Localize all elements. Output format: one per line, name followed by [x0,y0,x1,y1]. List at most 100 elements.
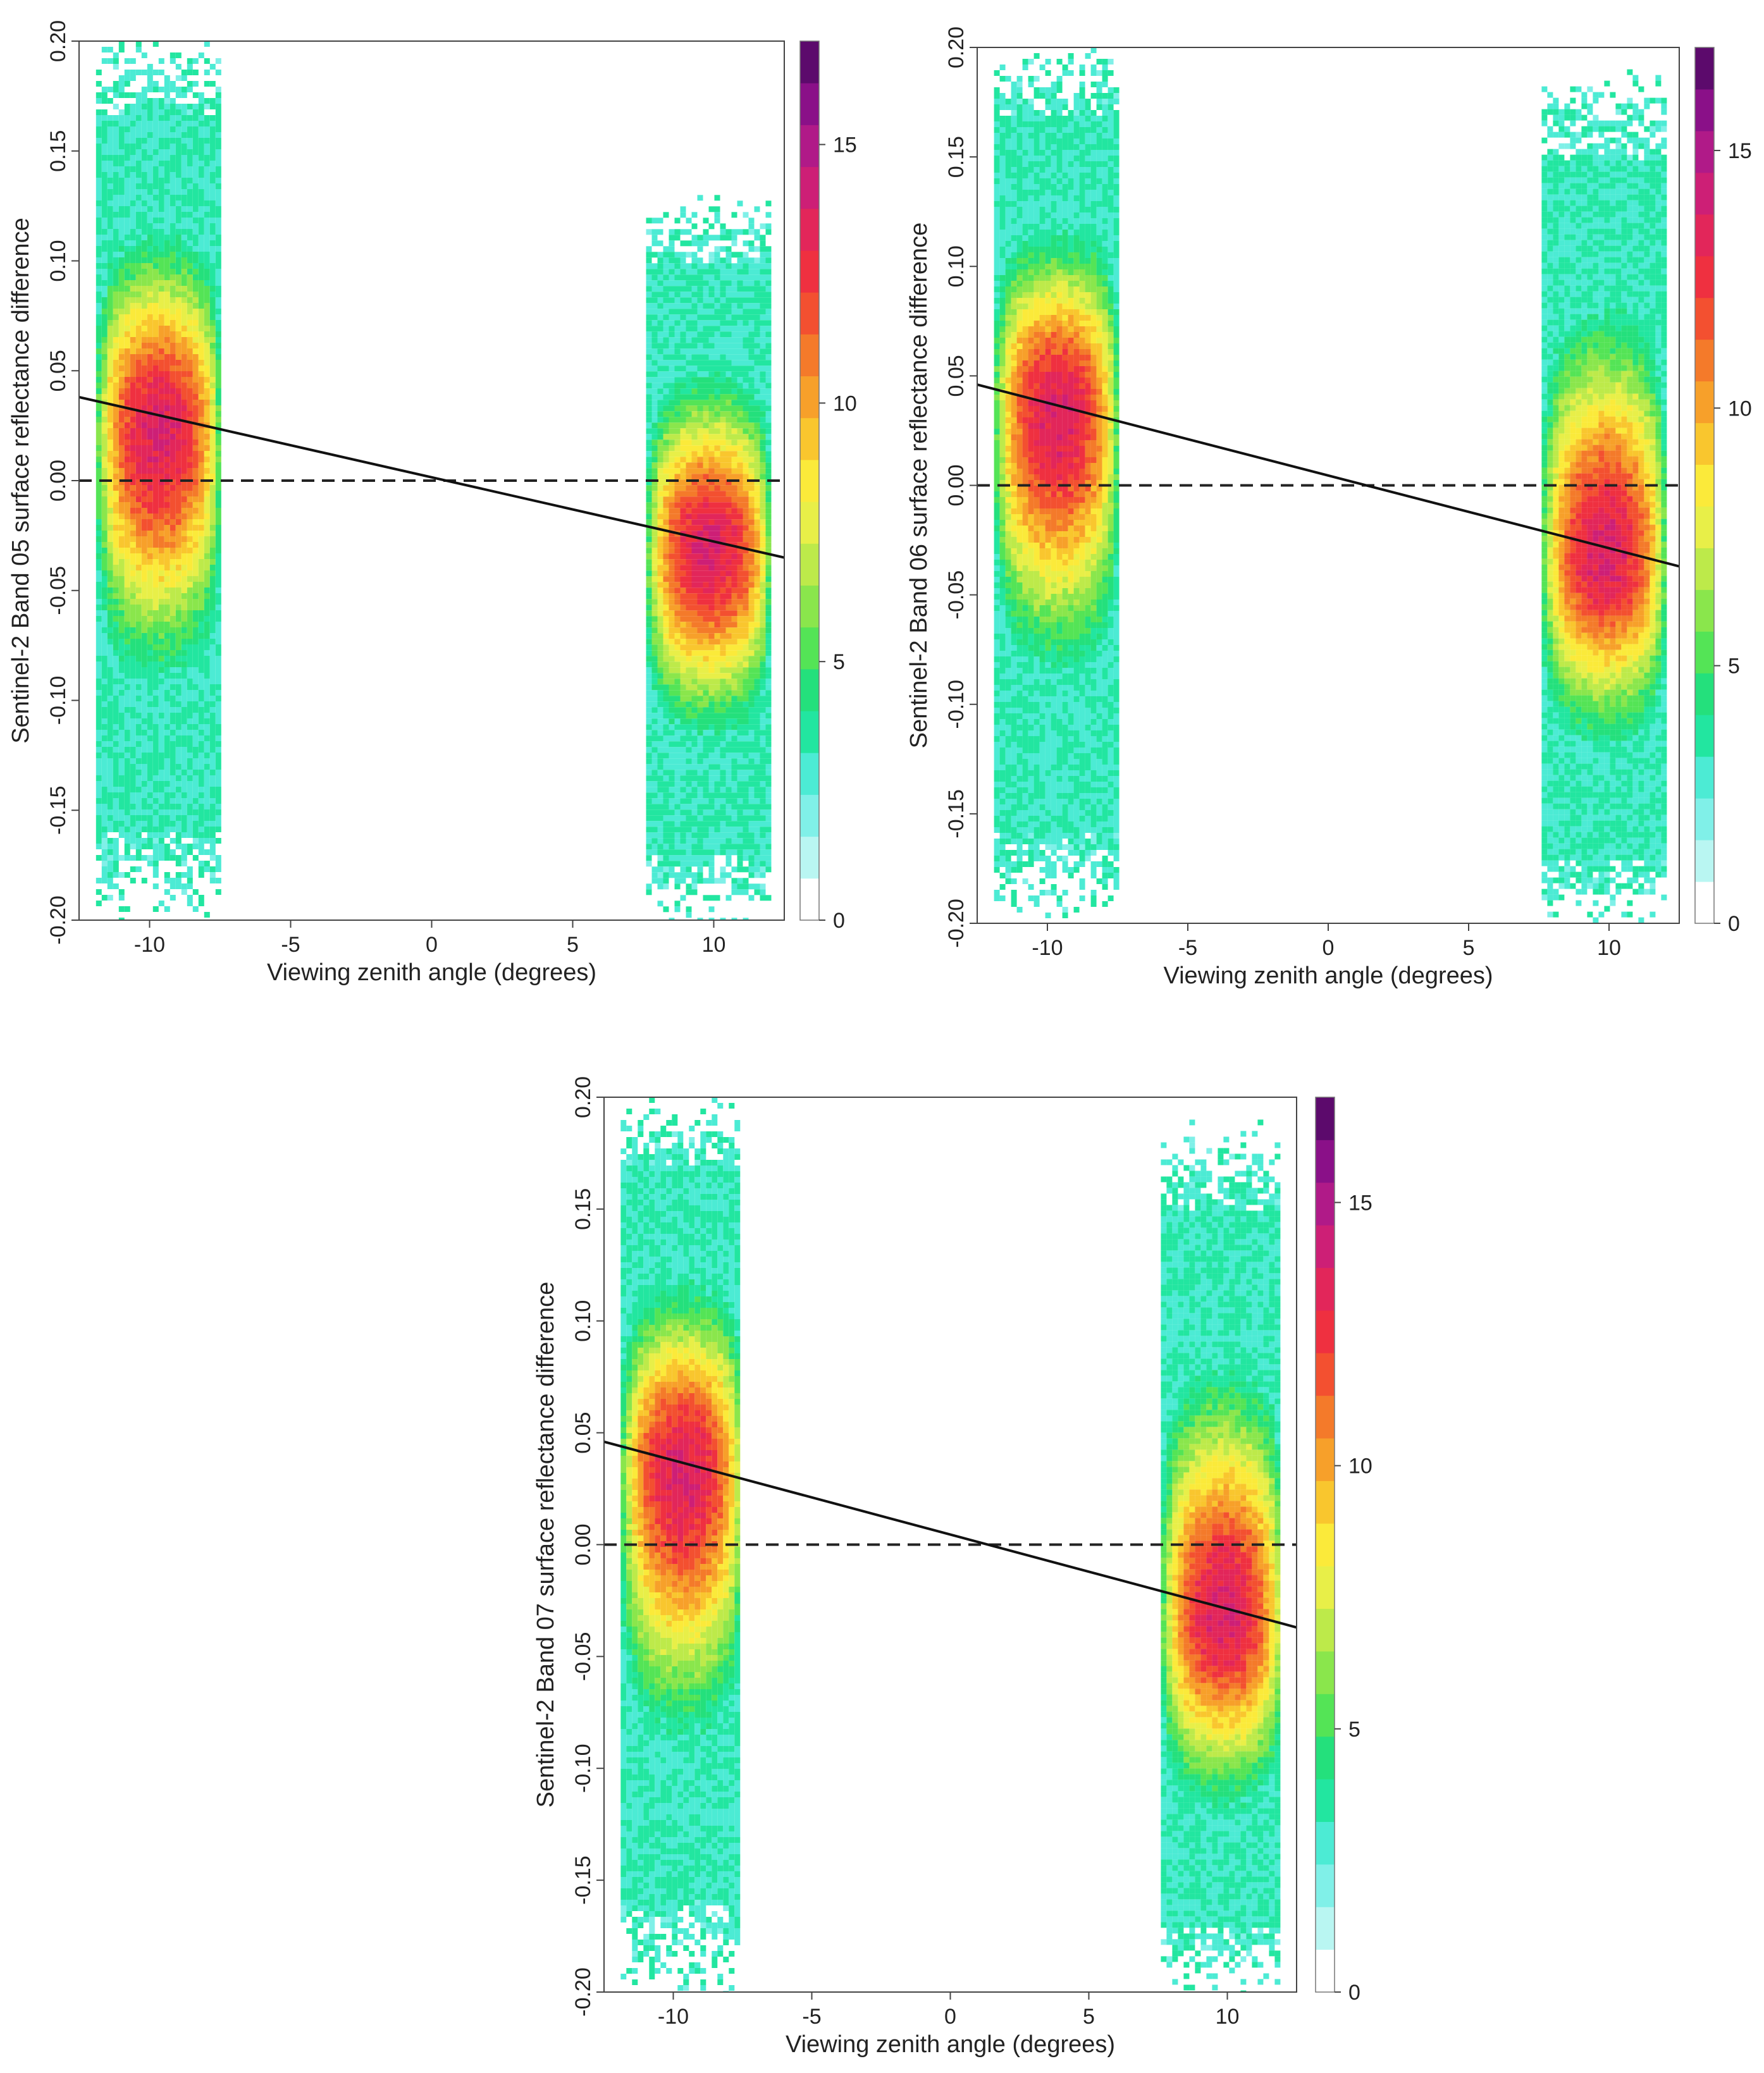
x-axis-label: Viewing zenith angle (degrees) [267,959,596,986]
colorbar-swatch [1316,1097,1335,1140]
colorbar-swatch [800,753,819,795]
x-tick-label: -10 [134,933,165,957]
colorbar-swatch [800,794,819,837]
y-tick-label: 0.05 [944,355,968,397]
colorbar-swatch [1695,381,1714,424]
y-tick-label: -0.20 [571,1967,595,2017]
x-tick-label: 10 [1597,936,1621,960]
colorbar-swatch [800,878,819,921]
colorbar-swatch [1316,1523,1335,1566]
colorbar-swatch [1316,1225,1335,1269]
colorbar-swatch [800,836,819,879]
colorbar-swatch [1695,673,1714,715]
colorbar-swatch [1316,1566,1335,1609]
colorbar-swatch [1695,422,1714,465]
y-tick-label: -0.05 [46,566,70,615]
colorbar: 0 5 10 15 [1694,47,1752,936]
y-tick-label: -0.05 [571,1632,595,1682]
colorbar-swatch [1316,1353,1335,1396]
colorbar-swatch [800,41,819,83]
colorbar-swatch [1695,172,1714,215]
colorbar-swatch [800,83,819,125]
colorbar-swatch [800,166,819,209]
y-tick-label: 0.15 [944,136,968,178]
colorbar-swatch [1316,1140,1335,1183]
regression-line [79,395,784,559]
colorbar-swatch [1316,1694,1335,1737]
x-tick-label: -5 [281,933,300,957]
y-tick-label: 0.05 [571,1412,595,1454]
y-tick-label: -0.20 [944,899,968,948]
cluster-1 [96,41,221,920]
colorbar-swatch [800,417,819,460]
colorbar-swatch [1316,1907,1335,1950]
colorbar-swatch [1695,506,1714,548]
colorbar-swatch [800,376,819,419]
colorbar-swatch [1695,631,1714,674]
colorbar-swatch [1695,589,1714,632]
y-tick-label: 0.00 [571,1523,595,1565]
colorbar-tick-label: 5 [1728,655,1740,679]
y-tick-label: 0.00 [46,460,70,501]
cluster-2 [1541,69,1667,923]
colorbar-swatch [1316,1608,1335,1652]
colorbar-tick-label: 0 [833,909,845,933]
colorbar-swatch [1695,47,1714,90]
colorbar-swatch [800,668,819,711]
colorbar-swatch [1695,798,1714,840]
colorbar-swatch [1316,1395,1335,1439]
regression-line [604,1440,1297,1629]
x-tick-label: 0 [426,933,438,957]
colorbar-swatch [800,250,819,293]
x-tick-label: 0 [944,2005,956,2029]
y-tick-label: -0.10 [571,1744,595,1793]
x-tick-label: 5 [567,933,579,957]
colorbar-swatch [800,501,819,544]
colorbar-swatch [1695,882,1714,924]
colorbar-swatch [1316,1651,1335,1694]
y-tick-label: 0.00 [944,464,968,506]
chart-panel-2: -10 -5 0 5 10 -0.20 -0.15 -0.10 -0.05 0.00 0.05 0.1… [906,27,1752,989]
y-tick-label: 0.10 [46,240,70,281]
x-tick-label: -10 [1032,936,1063,960]
cluster-2 [646,195,772,920]
y-tick-label: 0.15 [571,1188,595,1230]
cluster-1 [620,1097,741,1992]
y-tick-label: -0.15 [571,1855,595,1905]
colorbar-swatch [1695,214,1714,257]
y-axis-label: Sentinel-2 Band 07 surface reflectance d… [533,1282,559,1808]
colorbar-swatch [1695,130,1714,173]
colorbar-swatch [800,711,819,753]
y-tick-label: 0.15 [46,130,70,172]
colorbar-tick-label: 15 [833,133,857,157]
colorbar-tick-label: 15 [1348,1191,1372,1215]
x-tick-label: -10 [658,2005,689,2029]
colorbar: 0 5 10 15 [799,40,857,933]
colorbar-tick-label: 10 [833,391,857,415]
cluster-2 [1161,1119,1281,1992]
x-axis-label: Viewing zenith angle (degrees) [1163,963,1493,989]
colorbar-swatch [1695,756,1714,799]
x-tick-label: -5 [1178,936,1197,960]
colorbar-swatch [800,125,819,168]
colorbar-swatch [1695,715,1714,757]
y-tick-label: -0.15 [46,786,70,835]
heatmap-cells [620,1097,1281,1992]
colorbar-swatch [800,543,819,586]
colorbar-swatch [1316,1182,1335,1226]
colorbar-tick-label: 15 [1728,139,1752,163]
colorbar-swatch [1695,464,1714,507]
colorbar-swatch [1316,1438,1335,1481]
colorbar-swatch [1695,89,1714,132]
colorbar-tick-label: 5 [833,650,845,674]
colorbar: 0 5 10 15 [1315,1097,1372,2005]
colorbar-frame [1315,1097,1335,1993]
colorbar-swatch [1695,339,1714,382]
colorbar-tick-label: 10 [1728,397,1752,421]
colorbar-swatch [1316,1736,1335,1780]
heatmap-cells [96,41,772,920]
colorbar-swatch [1316,1779,1335,1822]
colorbar-swatch [1695,840,1714,882]
colorbar-tick-label: 0 [1728,912,1740,936]
